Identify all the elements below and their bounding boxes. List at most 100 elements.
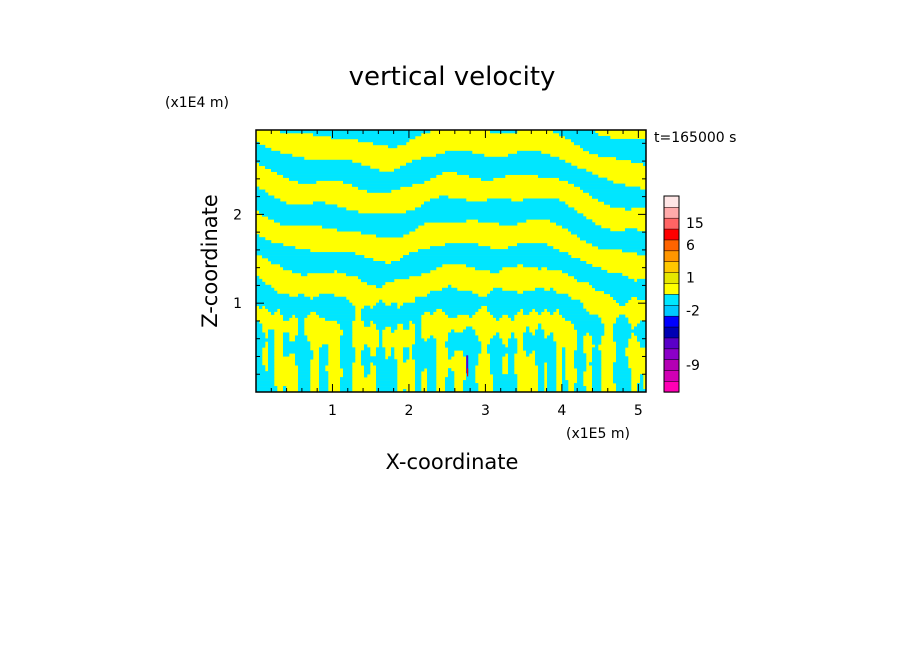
field-cell-negative bbox=[403, 323, 410, 327]
field-cell-negative bbox=[592, 341, 602, 345]
field-cell-negative bbox=[256, 356, 263, 360]
field-cell-negative bbox=[298, 383, 311, 387]
field-cell-negative bbox=[283, 335, 290, 339]
field-cell-negative bbox=[415, 365, 437, 369]
field-cell-negative bbox=[559, 308, 587, 312]
field-cell-negative bbox=[415, 329, 422, 333]
field-cell-negative bbox=[256, 353, 263, 357]
field-cell-negative bbox=[580, 237, 646, 241]
field-cell-negative bbox=[340, 383, 353, 387]
field-cell-negative bbox=[415, 383, 422, 387]
field-cell-negative bbox=[511, 317, 515, 321]
field-cell-negative bbox=[538, 323, 542, 327]
field-cell-negative bbox=[298, 317, 305, 321]
field-cell-negative bbox=[301, 272, 308, 277]
colorbar-segment bbox=[663, 369, 680, 382]
field-cell-negative bbox=[391, 326, 398, 330]
field-cell-negative bbox=[592, 374, 602, 378]
field-cell-negative bbox=[508, 344, 518, 348]
field-cell-negative bbox=[622, 249, 646, 253]
field-cell-negative bbox=[391, 347, 395, 351]
field-cell-negative bbox=[319, 362, 329, 366]
colorbar-segment bbox=[663, 228, 680, 241]
colorbar-segment bbox=[663, 250, 680, 262]
field-cell-negative bbox=[403, 347, 410, 351]
field-cell-negative bbox=[613, 368, 632, 372]
field-cell-negative bbox=[526, 326, 530, 330]
field-cell-negative bbox=[415, 299, 581, 303]
field-cell-negative bbox=[298, 332, 305, 336]
field-cell-negative bbox=[358, 138, 410, 143]
colorbar bbox=[663, 195, 680, 393]
field-cell-negative bbox=[256, 204, 338, 208]
field-cell-negative bbox=[412, 320, 422, 324]
colorbar-segment bbox=[663, 380, 680, 393]
field-cell-negative bbox=[358, 186, 401, 190]
field-cell-negative bbox=[448, 347, 482, 351]
field-cell-negative bbox=[592, 386, 602, 390]
field-cell-negative bbox=[340, 389, 353, 392]
field-cell-negative bbox=[508, 368, 515, 372]
field-cell-negative bbox=[496, 317, 500, 321]
field-cell-negative bbox=[268, 347, 275, 351]
field-cell-negative bbox=[538, 266, 542, 271]
plot-frame bbox=[255, 129, 647, 393]
field-cell-negative bbox=[562, 353, 566, 357]
field-cell-negative bbox=[412, 344, 437, 348]
field-cell-negative bbox=[577, 368, 587, 372]
field-cell-negative bbox=[589, 192, 646, 196]
field-cell-negative bbox=[256, 338, 275, 342]
field-cell-negative bbox=[574, 350, 584, 354]
field-cell-negative bbox=[391, 261, 587, 265]
colorbar-label: -9 bbox=[686, 358, 700, 374]
field-cell-negative bbox=[361, 362, 371, 366]
field-cell-negative bbox=[379, 299, 383, 303]
field-cell-negative bbox=[403, 326, 410, 330]
field-cell-negative bbox=[568, 180, 614, 184]
field-cell-negative bbox=[640, 341, 646, 345]
field-cell-negative bbox=[403, 350, 410, 354]
colorbar-segment bbox=[663, 195, 680, 208]
field-cell-negative bbox=[319, 383, 329, 387]
field-cell-negative bbox=[265, 305, 356, 309]
colorbar-segment bbox=[663, 315, 680, 328]
field-cell-negative bbox=[283, 317, 290, 321]
field-cell-negative bbox=[256, 144, 266, 149]
field-cell-negative bbox=[487, 344, 506, 348]
field-cell-negative bbox=[376, 350, 386, 354]
field-cell-negative bbox=[256, 287, 275, 292]
field-cell-negative bbox=[589, 332, 605, 336]
field-cell-negative bbox=[391, 329, 395, 333]
field-cell-negative bbox=[643, 162, 646, 167]
field-cell-negative bbox=[367, 189, 392, 193]
field-cell-negative bbox=[562, 359, 566, 363]
field-cell-negative bbox=[595, 344, 599, 348]
field-cell-negative bbox=[298, 386, 311, 390]
field-cell-negative bbox=[295, 359, 311, 363]
field-cell-negative bbox=[298, 377, 311, 381]
field-cell-negative bbox=[268, 356, 275, 360]
field-cell-negative bbox=[379, 338, 383, 342]
field-cell-negative bbox=[589, 150, 646, 155]
field-cell-negative bbox=[547, 335, 554, 339]
field-cell-negative bbox=[280, 311, 311, 315]
field-cell-negative bbox=[538, 386, 545, 390]
field-cell-negative bbox=[445, 380, 455, 384]
field-cell-negative bbox=[343, 374, 353, 378]
field-cell-negative bbox=[319, 356, 329, 360]
field-cell-negative bbox=[256, 341, 266, 345]
field-cell-negative bbox=[364, 347, 371, 351]
field-cell-negative bbox=[577, 335, 584, 339]
field-cell-negative bbox=[592, 365, 602, 369]
x-tick-label: 5 bbox=[634, 403, 643, 419]
field-cell-negative bbox=[298, 180, 317, 184]
field-cell-negative bbox=[562, 386, 569, 390]
field-cell-negative bbox=[337, 320, 353, 324]
field-cell-negative bbox=[415, 377, 422, 381]
field-cell-negative bbox=[613, 296, 632, 301]
field-cell-negative bbox=[376, 383, 398, 387]
field-cell-negative bbox=[256, 246, 296, 250]
field-cell-negative bbox=[631, 159, 646, 164]
field-cell-negative bbox=[256, 281, 266, 286]
field-cell-negative bbox=[535, 308, 545, 312]
